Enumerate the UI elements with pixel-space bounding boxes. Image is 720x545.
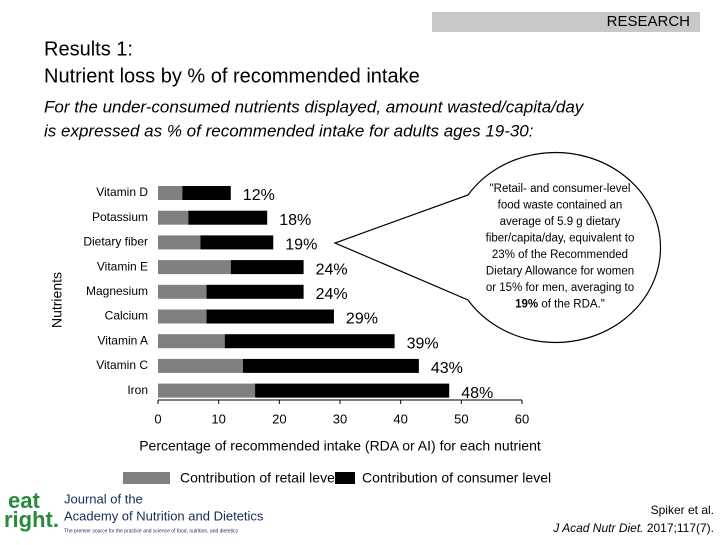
callout-bubble (333, 151, 662, 344)
bar-segment (158, 260, 231, 275)
bar-segment (158, 186, 183, 200)
callout-bold: 19% (515, 299, 538, 311)
logo-journal: Journal of the (64, 491, 143, 506)
legend-swatch (123, 472, 170, 484)
citation: Spiker et al. (651, 503, 714, 517)
callout-line: Dietary Allowance for women (486, 266, 634, 278)
title: Nutrient loss by % of recommended intake (44, 65, 420, 87)
y-tick-label: Potassium (92, 210, 148, 224)
y-tick-label: Iron (127, 383, 148, 397)
x-tick-label: 30 (333, 411, 347, 426)
total-label: 39% (407, 335, 439, 352)
legend-label: Contribution of retail level (180, 470, 338, 486)
callout: "Retail- and consumer-level food waste co… (486, 183, 635, 311)
callout-end: of the RDA." (538, 299, 605, 311)
y-tick-label: Dietary fiber (83, 235, 148, 249)
bar-segment (206, 309, 334, 324)
total-label: 43% (431, 360, 463, 377)
y-tick-label: Vitamin D (96, 185, 148, 199)
header-tag: RESEARCH (607, 13, 690, 30)
x-tick-label: 40 (393, 411, 407, 426)
subtitle: For the under-consumed nutrients display… (44, 97, 585, 116)
y-tick-label: Vitamin C (96, 358, 148, 372)
bar-segment (200, 235, 274, 250)
total-label: 12% (243, 187, 275, 204)
bar-segment (158, 383, 256, 398)
bar-segment (158, 309, 207, 324)
subtitle: is expressed as % of recommended intake … (44, 121, 534, 140)
title: Results 1: (44, 38, 133, 60)
x-tick-label: 50 (454, 411, 468, 426)
bar-segment (158, 210, 189, 225)
legend-swatch (335, 472, 355, 484)
y-tick-label: Magnesium (86, 284, 148, 298)
logo-brand: eat (8, 488, 40, 513)
header-tag-bg (432, 12, 700, 32)
callout-line: or 15% for men, averaging to (486, 282, 634, 294)
y-tick-label: Vitamin E (97, 259, 148, 273)
callout-line: 19% of the RDA." (515, 299, 605, 311)
logo-tagline: The premier source for the practice and … (64, 528, 238, 534)
logo-journal: Academy of Nutrition and Dietetics (64, 508, 264, 523)
logo-brand: right. (4, 507, 59, 532)
bar-segment (158, 334, 225, 349)
x-tick-label: 60 (515, 411, 529, 426)
bar-segment (158, 358, 243, 373)
x-tick-label: 20 (272, 411, 286, 426)
bar-segment (182, 186, 231, 200)
total-label: 24% (316, 261, 348, 278)
total-label: 48% (461, 385, 493, 402)
bar-segment (158, 235, 201, 250)
total-label: 18% (279, 212, 311, 229)
citation-ref: 2017;117(7). (644, 521, 715, 535)
bar-segment (188, 210, 268, 225)
callout-line: fiber/capita/day, equivalent to (486, 233, 635, 245)
x-axis-label: Percentage of recommended intake (RDA or… (139, 438, 541, 454)
total-label: 24% (316, 286, 348, 303)
callout-line: "Retail- and consumer-level (490, 183, 631, 195)
bar-segment (242, 358, 419, 373)
bar-segment (255, 383, 450, 398)
plot: 0 10 20 30 40 50 60 Vitamin D 12% Potassium 18% Die… (83, 185, 551, 486)
bar-segment (206, 284, 304, 299)
x-tick-label: 0 (154, 411, 161, 426)
total-label: 29% (346, 311, 378, 328)
citation: J Acad Nutr Diet. 2017;117(7). (552, 521, 714, 535)
callout-line: 23% of the Recommended (492, 249, 628, 261)
legend-label: Contribution of consumer level (362, 470, 551, 486)
y-tick-label: Calcium (105, 309, 148, 323)
x-tick-label: 10 (211, 411, 225, 426)
y-axis-label: Nutrients (49, 272, 65, 328)
total-label: 19% (285, 237, 317, 254)
citation-journal: J Acad Nutr Diet. (552, 521, 643, 535)
y-tick-label: Vitamin A (98, 333, 148, 347)
callout-line: food waste contained an (498, 200, 623, 212)
callout-line: average of 5.9 g dietary (500, 216, 621, 228)
bar-segment (158, 284, 207, 299)
bar-segment (230, 260, 304, 275)
bar-segment (224, 334, 395, 349)
